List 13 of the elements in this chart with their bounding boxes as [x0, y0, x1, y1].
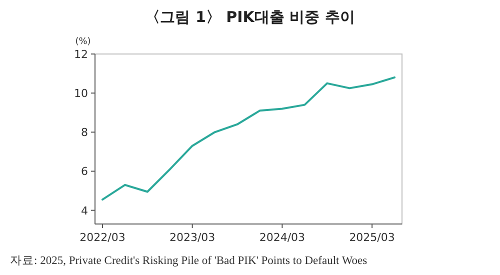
y-tick-label: 4	[81, 204, 88, 218]
y-tick-label: 6	[81, 165, 88, 178]
x-tick-label: 2025/03	[349, 231, 395, 244]
y-tick-label: 8	[81, 126, 88, 140]
x-tick-label: 2022/03	[80, 231, 126, 244]
y-tick-label: 12	[74, 48, 88, 61]
chart-title: 〈그림 1〉 PIK대출 비중 추이	[145, 8, 355, 26]
x-tick-label: 2023/03	[169, 231, 216, 244]
line-series	[101, 76, 396, 201]
y-axis-title: (%)	[75, 37, 91, 47]
x-tick-label: 2024/03	[259, 231, 306, 244]
text: 자료: 2025, Private Credit's Risking Pile of 'Bad PIK' Points to Default Woes	[10, 255, 368, 267]
y-tick-label: 10	[74, 87, 88, 100]
